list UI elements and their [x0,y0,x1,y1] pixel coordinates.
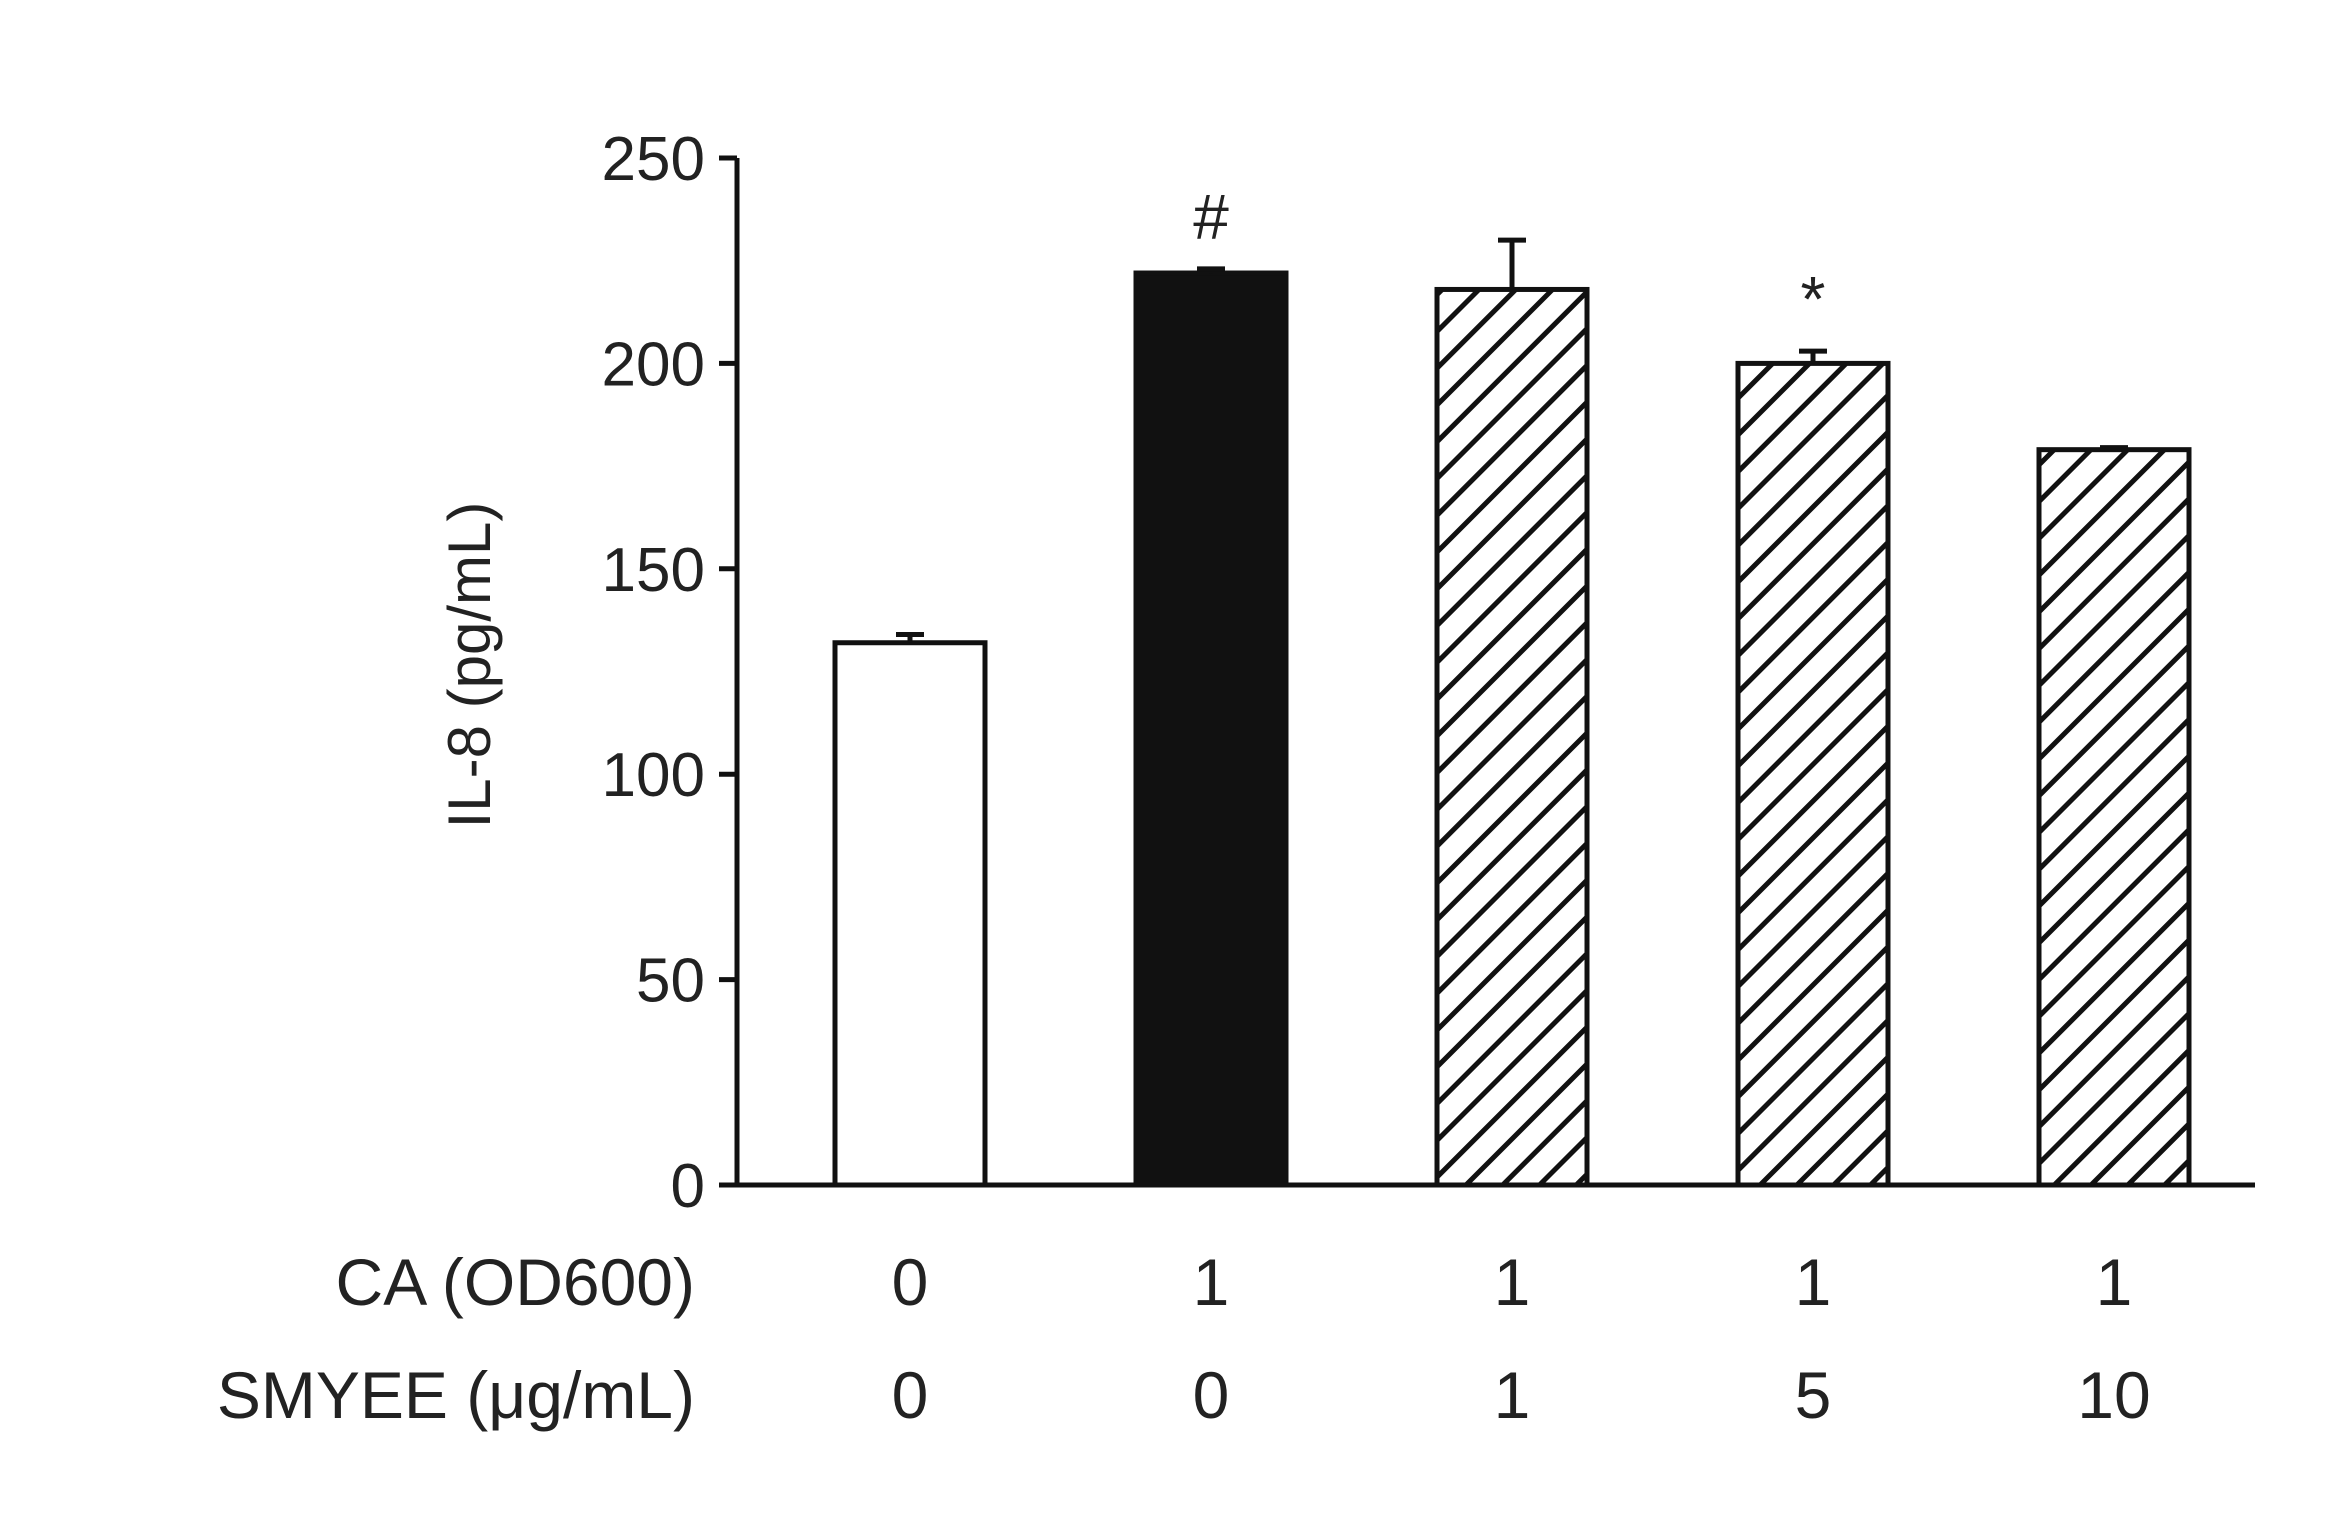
bar [832,640,988,1188]
y-tick-label: 50 [636,947,705,1016]
y-axis-label: IL-8 (pg/mL) [436,502,503,829]
row-value: 0 [1193,1358,1230,1432]
row-value: 1 [1193,1245,1230,1319]
y-tick-label: 100 [602,741,705,810]
row-value: 0 [892,1245,929,1319]
condition-table: CA (OD600) 0 1 1 1 1 SMYEE (μg/mL) 0 0 1 5 10 [217,1245,2151,1432]
y-ticks: 0 50 100 150 200 250 [602,125,737,1221]
bar [1735,360,1891,1188]
row-value: 0 [892,1358,929,1432]
y-tick-label: 200 [602,330,705,399]
row-value: 1 [1494,1245,1531,1319]
row-label: SMYEE (μg/mL) [217,1358,695,1432]
bar [2036,447,2192,1188]
y-tick-label: 150 [602,536,705,605]
y-tick-label: 250 [602,125,705,194]
bar [1133,270,1289,1188]
annotations: #* [1193,181,1825,335]
row-value: 10 [2077,1358,2150,1432]
row-value: 1 [2096,1245,2133,1319]
bars [832,237,2192,1188]
row-value: 5 [1795,1358,1832,1432]
significance-marker: * [1801,263,1826,335]
row-label: CA (OD600) [336,1245,695,1319]
significance-marker: # [1193,181,1229,253]
row-value: 1 [1795,1245,1832,1319]
y-tick-label: 0 [671,1152,705,1221]
row-value: 1 [1494,1358,1531,1432]
bar [1434,286,1590,1188]
